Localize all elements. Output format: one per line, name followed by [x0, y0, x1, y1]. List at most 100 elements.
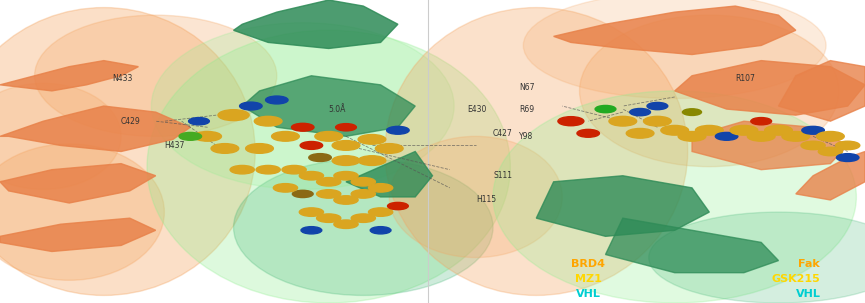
Ellipse shape: [234, 159, 493, 295]
Circle shape: [577, 129, 599, 137]
Polygon shape: [0, 106, 190, 152]
Circle shape: [678, 132, 706, 141]
Circle shape: [336, 124, 356, 131]
Circle shape: [301, 227, 322, 234]
Ellipse shape: [493, 91, 856, 303]
Text: S111: S111: [493, 171, 512, 180]
Circle shape: [375, 144, 403, 153]
Ellipse shape: [0, 8, 255, 295]
Circle shape: [299, 171, 324, 180]
Circle shape: [370, 227, 391, 234]
Circle shape: [351, 178, 375, 186]
Circle shape: [647, 102, 668, 110]
Circle shape: [292, 190, 313, 198]
Circle shape: [817, 132, 844, 141]
Circle shape: [332, 156, 360, 165]
Text: C429: C429: [121, 117, 141, 126]
Circle shape: [299, 208, 324, 216]
Circle shape: [317, 214, 341, 222]
Circle shape: [682, 109, 702, 115]
Text: N433: N433: [112, 74, 133, 83]
Ellipse shape: [0, 144, 164, 280]
Circle shape: [317, 178, 341, 186]
Circle shape: [334, 220, 358, 228]
Circle shape: [194, 132, 221, 141]
Circle shape: [626, 128, 654, 138]
Circle shape: [272, 132, 299, 141]
Text: GSK215: GSK215: [772, 274, 820, 284]
Circle shape: [747, 132, 775, 141]
Polygon shape: [346, 152, 432, 197]
Polygon shape: [242, 76, 415, 136]
Text: R107: R107: [735, 74, 755, 83]
Circle shape: [240, 102, 262, 110]
Polygon shape: [692, 121, 848, 170]
Polygon shape: [606, 218, 778, 273]
Polygon shape: [796, 152, 865, 200]
Circle shape: [218, 110, 249, 121]
Circle shape: [836, 154, 859, 161]
Circle shape: [300, 142, 323, 149]
Text: C427: C427: [493, 129, 513, 138]
Ellipse shape: [35, 15, 277, 136]
Text: VHL: VHL: [797, 289, 821, 299]
Ellipse shape: [649, 212, 865, 303]
Text: H437: H437: [164, 141, 185, 150]
Circle shape: [644, 116, 671, 126]
Circle shape: [751, 118, 772, 125]
Circle shape: [368, 208, 393, 216]
Polygon shape: [675, 61, 865, 115]
Text: VHL: VHL: [576, 289, 600, 299]
Circle shape: [387, 126, 409, 134]
Circle shape: [179, 132, 202, 140]
Ellipse shape: [523, 0, 826, 98]
Circle shape: [730, 125, 758, 135]
Circle shape: [273, 184, 298, 192]
Polygon shape: [554, 6, 796, 55]
Ellipse shape: [580, 15, 839, 167]
Polygon shape: [0, 61, 138, 91]
Circle shape: [358, 135, 386, 144]
Text: E430: E430: [467, 105, 486, 114]
Polygon shape: [234, 0, 398, 48]
Circle shape: [309, 154, 331, 161]
Text: Y98: Y98: [519, 132, 533, 141]
Text: 5.0Å: 5.0Å: [329, 105, 346, 114]
Circle shape: [317, 190, 341, 198]
Ellipse shape: [0, 83, 121, 189]
Text: R69: R69: [519, 105, 534, 114]
Circle shape: [256, 165, 280, 174]
Ellipse shape: [147, 30, 510, 303]
Circle shape: [246, 144, 273, 153]
Text: Fak: Fak: [798, 258, 820, 269]
Circle shape: [230, 165, 254, 174]
Circle shape: [266, 96, 288, 104]
Circle shape: [332, 141, 360, 150]
Circle shape: [351, 190, 375, 198]
Polygon shape: [0, 164, 156, 203]
Circle shape: [715, 132, 738, 140]
Circle shape: [292, 123, 314, 131]
Circle shape: [334, 196, 358, 204]
Circle shape: [558, 117, 584, 126]
Text: N67: N67: [519, 83, 535, 92]
Circle shape: [358, 156, 386, 165]
Circle shape: [802, 126, 824, 134]
Circle shape: [334, 171, 358, 180]
Polygon shape: [0, 218, 156, 251]
Ellipse shape: [385, 8, 688, 295]
Circle shape: [595, 105, 616, 113]
Circle shape: [818, 147, 843, 156]
Ellipse shape: [389, 136, 562, 258]
Ellipse shape: [151, 23, 454, 189]
Circle shape: [609, 116, 637, 126]
Circle shape: [801, 141, 825, 150]
Circle shape: [661, 125, 689, 135]
Circle shape: [254, 116, 282, 126]
Circle shape: [630, 108, 650, 116]
Circle shape: [368, 184, 393, 192]
Circle shape: [351, 214, 375, 222]
Circle shape: [836, 141, 860, 150]
Text: H115: H115: [476, 195, 496, 205]
Text: MZ1: MZ1: [574, 274, 602, 284]
